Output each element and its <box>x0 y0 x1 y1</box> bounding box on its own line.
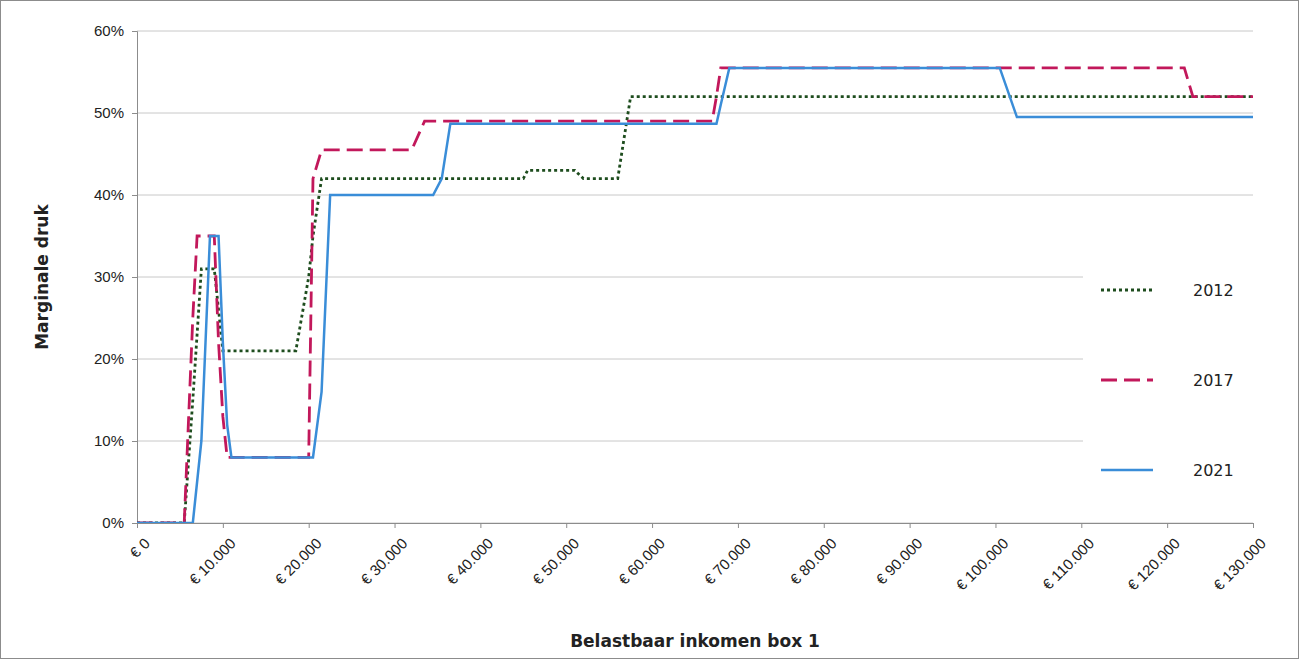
x-tick-label: € 130.000 <box>1210 534 1269 593</box>
y-tick: 20% <box>94 350 137 367</box>
y-tick-label: 50% <box>94 104 124 121</box>
x-tick-label: € 100.000 <box>952 534 1011 593</box>
grid-line <box>137 195 1253 196</box>
grid-line <box>137 113 1253 114</box>
x-tick: € 60.000 <box>615 523 668 588</box>
y-tick-mark <box>132 277 137 278</box>
x-tick: € 130.000 <box>1210 523 1269 594</box>
x-tick-label: € 110.000 <box>1039 534 1097 592</box>
legend-swatch <box>1101 379 1153 382</box>
x-tick-mark <box>566 523 567 528</box>
x-tick-label: € 80.000 <box>786 534 839 587</box>
chart-border <box>1 1 1299 659</box>
x-tick: € 20.000 <box>271 523 324 588</box>
legend-label: 2021 <box>1193 461 1234 480</box>
y-tick: 30% <box>94 268 137 285</box>
legend-item: 2017 <box>1101 371 1234 390</box>
x-tick-label: € 60.000 <box>615 534 668 587</box>
x-axis: € 0 € 10.000 € 20.000 € 30.000 € 40.000 € 50.… <box>126 523 1269 594</box>
x-tick: € 110.000 <box>1039 523 1097 593</box>
y-tick: 40% <box>94 186 137 203</box>
y-tick-label: 30% <box>94 268 124 285</box>
y-tick: 60% <box>94 22 137 39</box>
x-tick-mark <box>137 523 138 528</box>
x-tick: € 120.000 <box>1124 523 1183 594</box>
legend: 2012 2017 2021 <box>1083 268 1255 513</box>
x-tick: € 50.000 <box>529 523 582 588</box>
x-tick-label: € 70.000 <box>701 534 754 587</box>
y-tick: 0% <box>102 514 137 531</box>
legend-item: 2012 <box>1101 281 1234 300</box>
x-tick: € 90.000 <box>872 523 925 588</box>
y-axis: 0% 10% 20% 30% 40% 50% 60% <box>94 22 138 531</box>
x-tick-label: € 0 <box>126 534 153 561</box>
y-tick-mark <box>132 31 137 32</box>
x-axis-line <box>138 524 1254 529</box>
x-tick-label: € 10.000 <box>186 534 239 587</box>
y-axis-title: Marginale druk <box>32 204 52 350</box>
y-tick-mark <box>132 113 137 114</box>
x-tick-mark <box>1253 523 1254 528</box>
x-axis-title: Belastbaar inkomen box 1 <box>570 631 820 651</box>
x-tick: € 100.000 <box>952 523 1011 594</box>
x-tick: € 10.000 <box>186 523 239 588</box>
x-tick-label: € 20.000 <box>271 534 324 587</box>
y-tick-mark <box>132 523 137 524</box>
x-tick: € 30.000 <box>357 523 410 588</box>
x-tick-label: € 120.000 <box>1124 534 1183 593</box>
y-tick: 10% <box>94 432 137 449</box>
y-tick-mark <box>132 441 137 442</box>
grid-line <box>137 31 1253 32</box>
x-tick-mark <box>824 523 825 528</box>
x-tick-label: € 30.000 <box>357 534 410 587</box>
x-tick-mark <box>1081 523 1082 528</box>
x-tick-mark <box>223 523 224 528</box>
x-tick-mark <box>1167 523 1168 528</box>
x-tick: € 80.000 <box>786 523 839 588</box>
chart: 0%10%20%30%40%50%60%€ 0€ 10.000€ 20.000€… <box>0 0 1299 659</box>
x-tick: € 0 <box>126 523 153 561</box>
x-tick-mark <box>910 523 911 528</box>
y-tick-label: 20% <box>94 350 124 367</box>
legend-swatch <box>1101 469 1153 472</box>
x-tick-mark <box>309 523 310 528</box>
x-tick-mark <box>395 523 396 528</box>
x-tick: € 70.000 <box>701 523 754 588</box>
x-tick-label: € 40.000 <box>443 534 496 587</box>
y-tick: 50% <box>94 104 137 121</box>
y-tick-label: 60% <box>94 22 124 39</box>
legend-box <box>1083 268 1255 513</box>
x-tick: € 40.000 <box>443 523 496 588</box>
x-tick-mark <box>652 523 653 528</box>
x-tick-mark <box>738 523 739 528</box>
x-tick-mark <box>995 523 996 528</box>
x-tick-label: € 90.000 <box>872 534 925 587</box>
y-axis-line <box>132 32 138 524</box>
y-tick-mark <box>132 359 137 360</box>
y-tick-label: 0% <box>102 514 124 531</box>
legend-label: 2017 <box>1193 371 1234 390</box>
legend-item: 2021 <box>1101 461 1234 480</box>
legend-label: 2012 <box>1193 281 1234 300</box>
y-tick-mark <box>132 195 137 196</box>
legend-swatch <box>1101 289 1153 292</box>
y-tick-label: 40% <box>94 186 124 203</box>
x-tick-label: € 50.000 <box>529 534 582 587</box>
y-tick-label: 10% <box>94 432 124 449</box>
x-tick-mark <box>480 523 481 528</box>
